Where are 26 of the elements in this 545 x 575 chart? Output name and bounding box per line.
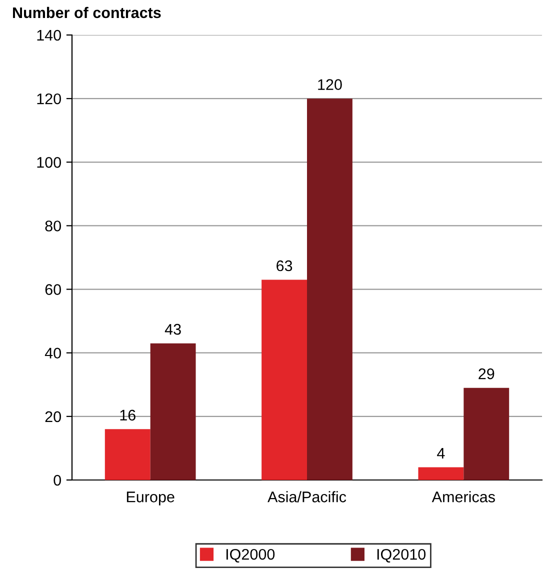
- y-axis-title: Number of contracts: [13, 6, 161, 18]
- y-tick-label: 100: [37, 157, 61, 168]
- bar: [104, 429, 150, 480]
- y-tick-label: 20: [45, 411, 61, 422]
- data-label: 120: [318, 79, 342, 90]
- y-tick-label: 80: [45, 220, 61, 232]
- bar: [418, 467, 464, 480]
- y-tick-label: 120: [37, 93, 61, 104]
- legend-label: IQ2000: [226, 548, 275, 562]
- data-label: 63: [276, 260, 292, 272]
- y-tick-label: 0: [54, 474, 61, 486]
- data-label: 29: [478, 368, 494, 380]
- x-tick-label: Americas: [432, 491, 495, 502]
- bar: [150, 343, 196, 480]
- legend-label: IQ2010: [377, 548, 426, 562]
- y-tick-label: 140: [37, 30, 61, 41]
- x-tick-label: Asia/Pacific: [268, 491, 346, 502]
- bar: [307, 98, 352, 480]
- y-tick-label: 40: [44, 348, 61, 359]
- y-tick-label: 60: [45, 284, 61, 295]
- bar: [464, 388, 510, 480]
- x-tick-label: Europe: [126, 492, 174, 506]
- bar: [262, 280, 307, 480]
- data-label: 16: [120, 410, 136, 421]
- data-label: 4: [437, 448, 445, 459]
- data-label: 43: [164, 324, 181, 335]
